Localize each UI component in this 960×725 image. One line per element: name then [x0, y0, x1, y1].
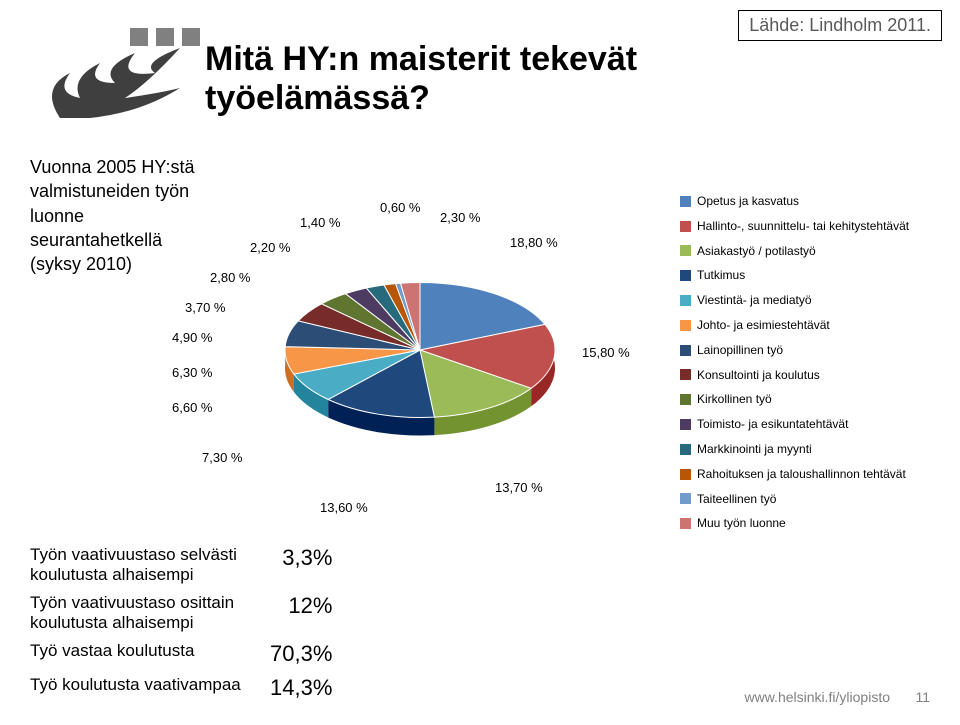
legend-label: Tutkimus — [697, 264, 745, 287]
footer-url: www.helsinki.fi/yliopisto — [745, 689, 891, 705]
legend-swatch — [680, 493, 691, 504]
legend-label: Asiakastyö / potilastyö — [697, 240, 816, 263]
pie-slice-label: 7,30 % — [202, 450, 242, 465]
legend-item: Hallinto-, suunnittelu- tai kehitystehtä… — [680, 215, 950, 238]
legend-label: Lainopillinen työ — [697, 339, 783, 362]
median-salary: Mediaani- palkka 3300 /kk — [420, 561, 517, 640]
table-value: 70,3% — [260, 637, 342, 671]
chart-legend: Opetus ja kasvatusHallinto-, suunnittelu… — [680, 190, 950, 537]
pie-slice-label: 0,60 % — [380, 200, 420, 215]
table-value: 3,3% — [260, 541, 342, 589]
legend-label: Hallinto-, suunnittelu- tai kehitystehtä… — [697, 215, 909, 238]
table-row: Työn vaativuustaso osittain koulutusta a… — [30, 589, 342, 637]
legend-item: Konsultointi ja koulutus — [680, 364, 950, 387]
table-label: Työ vastaa koulutusta — [30, 637, 260, 671]
legend-label: Rahoituksen ja taloushallinnon tehtävät — [697, 463, 906, 486]
pie-slice-label: 2,20 % — [250, 240, 290, 255]
table-value: 14,3% — [260, 671, 342, 705]
legend-swatch — [680, 518, 691, 529]
pie-slice-label: 3,70 % — [185, 300, 225, 315]
pie-slice-label: 1,40 % — [300, 215, 340, 230]
legend-label: Markkinointi ja myynti — [697, 438, 812, 461]
pie-slice-label: 4,90 % — [172, 330, 212, 345]
university-logo — [30, 28, 200, 133]
title-line-1: Mitä HY:n maisterit tekevät — [205, 40, 637, 78]
legend-swatch — [680, 245, 691, 256]
table-label: Työ koulutusta vaativampaa — [30, 671, 260, 705]
pie-slice-label: 13,70 % — [495, 480, 543, 495]
legend-item: Opetus ja kasvatus — [680, 190, 950, 213]
legend-swatch — [680, 345, 691, 356]
legend-swatch — [680, 444, 691, 455]
legend-label: Toimisto- ja esikuntatehtävät — [697, 413, 848, 436]
pie-chart: 18,80 %15,80 %13,70 %13,60 %7,30 %6,60 %… — [180, 150, 660, 520]
legend-swatch — [680, 369, 691, 380]
legend-item: Markkinointi ja myynti — [680, 438, 950, 461]
legend-item: Rahoituksen ja taloushallinnon tehtävät — [680, 463, 950, 486]
legend-item: Taiteellinen työ — [680, 488, 950, 511]
legend-label: Konsultointi ja koulutus — [697, 364, 820, 387]
legend-item: Johto- ja esimiestehtävät — [680, 314, 950, 337]
legend-label: Muu työn luonne — [697, 512, 786, 535]
table-label: Työn vaativuustaso selvästi koulutusta a… — [30, 541, 260, 589]
legend-item: Tutkimus — [680, 264, 950, 287]
legend-label: Kirkollinen työ — [697, 388, 772, 411]
legend-label: Viestintä- ja mediatyö — [697, 289, 812, 312]
pie-slice-label: 2,80 % — [210, 270, 250, 285]
table-row: Työ koulutusta vaativampaa14,3% — [30, 671, 342, 705]
pie-slice-label: 6,60 % — [172, 400, 212, 415]
legend-swatch — [680, 320, 691, 331]
legend-item: Kirkollinen työ — [680, 388, 950, 411]
legend-swatch — [680, 394, 691, 405]
pie-slice-label: 13,60 % — [320, 500, 368, 515]
legend-swatch — [680, 469, 691, 480]
legend-item: Toimisto- ja esikuntatehtävät — [680, 413, 950, 436]
legend-swatch — [680, 295, 691, 306]
source-citation: Lähde: Lindholm 2011. — [738, 10, 942, 41]
pie-slice-label: 15,80 % — [582, 345, 630, 360]
legend-item: Viestintä- ja mediatyö — [680, 289, 950, 312]
legend-swatch — [680, 419, 691, 430]
legend-label: Taiteellinen työ — [697, 488, 776, 511]
legend-swatch — [680, 196, 691, 207]
legend-swatch — [680, 270, 691, 281]
stats-table: Työn vaativuustaso selvästi koulutusta a… — [30, 541, 342, 705]
legend-item: Lainopillinen työ — [680, 339, 950, 362]
legend-item: Asiakastyö / potilastyö — [680, 240, 950, 263]
table-row: Työn vaativuustaso selvästi koulutusta a… — [30, 541, 342, 589]
legend-label: Johto- ja esimiestehtävät — [697, 314, 830, 337]
legend-label: Opetus ja kasvatus — [697, 190, 799, 213]
legend-swatch — [680, 221, 691, 232]
slide-title: Mitä HY:n maisterit tekevät työelämässä? — [205, 40, 637, 118]
title-line-2: työelämässä? — [205, 79, 430, 117]
page-number: 11 — [915, 689, 930, 705]
pie-slice-label: 2,30 % — [440, 210, 480, 225]
pie-slice-label: 6,30 % — [172, 365, 212, 380]
flame-icon — [30, 28, 200, 128]
legend-item: Muu työn luonne — [680, 512, 950, 535]
table-row: Työ vastaa koulutusta70,3% — [30, 637, 342, 671]
pie-slice-label: 18,80 % — [510, 235, 558, 250]
table-value: 12% — [260, 589, 342, 637]
table-label: Työn vaativuustaso osittain koulutusta a… — [30, 589, 260, 637]
